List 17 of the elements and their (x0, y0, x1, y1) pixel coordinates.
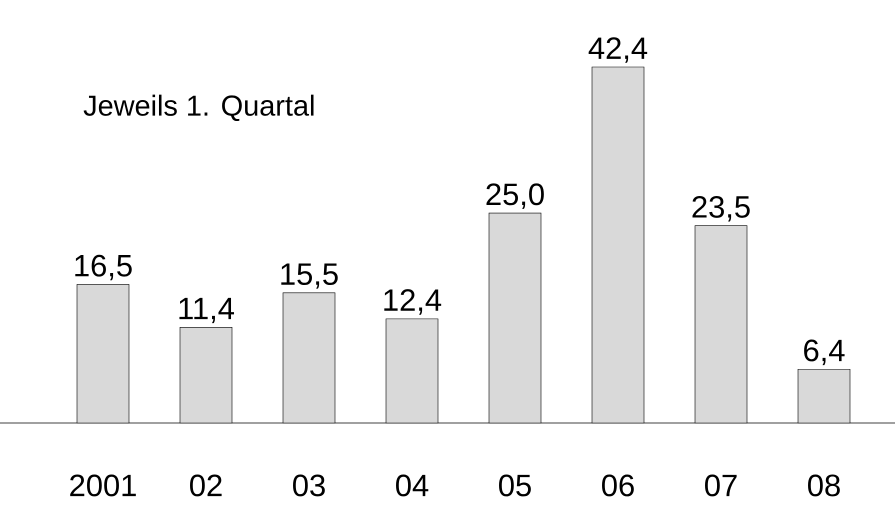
data-label: 11,4 (179, 298, 234, 324)
data-label: 16,5 (75, 254, 132, 280)
x-tick-label: 02 (190, 474, 222, 496)
x-tick-label: 05 (499, 474, 531, 496)
x-tick-label: 04 (396, 474, 428, 496)
data-label: 23,5 (692, 196, 750, 222)
data-label: 6,4 (804, 340, 845, 366)
x-tick-label: 07 (705, 474, 737, 496)
text: Jeweils 1. Quartal (84, 94, 314, 122)
data-label: 12,4 (384, 289, 442, 315)
x-tick-label: 2001 (70, 474, 136, 496)
data-label: 15,5 (281, 263, 338, 289)
data-label: 25,0 (486, 183, 544, 209)
data-label: 42,4 (588, 37, 648, 63)
x-tick-label: 08 (808, 474, 840, 496)
x-tick-label: 03 (293, 474, 325, 496)
x-tick-label: 06 (602, 474, 634, 496)
